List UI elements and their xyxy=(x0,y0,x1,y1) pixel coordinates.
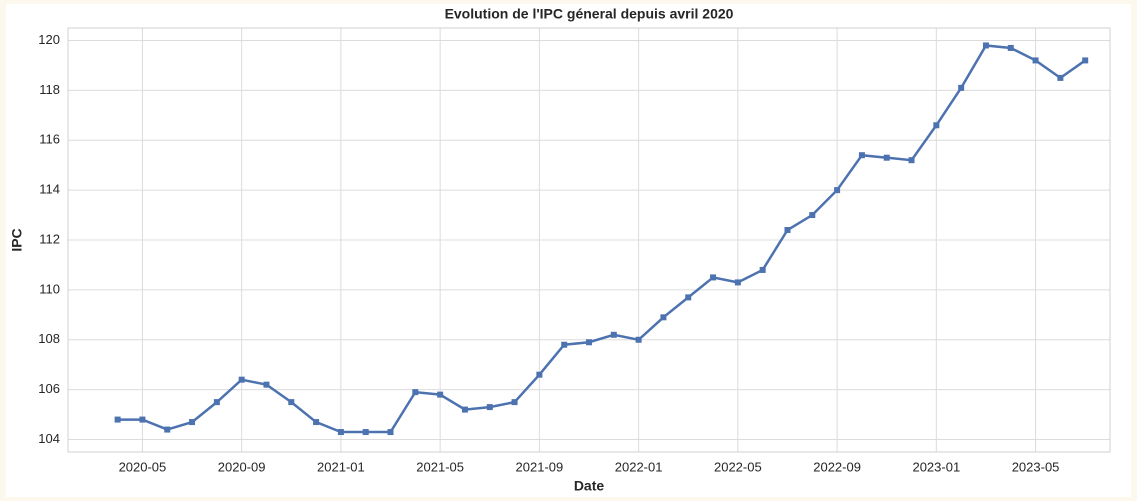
marker xyxy=(759,266,766,273)
line xyxy=(117,44,1086,434)
x-axis-label: Date xyxy=(574,478,605,494)
y-tick-label: 110 xyxy=(39,281,60,296)
marker xyxy=(734,279,741,286)
y-tick-label: 112 xyxy=(39,231,60,246)
y-tick-label: 108 xyxy=(38,331,60,346)
x-tick-label: 2021-05 xyxy=(416,459,464,474)
y-tick-label: 104 xyxy=(38,431,60,446)
marker xyxy=(809,212,816,219)
y-tick-label: 120 xyxy=(38,32,60,47)
marker xyxy=(511,399,518,406)
marker xyxy=(1057,74,1064,81)
x-tick-label: 2020-09 xyxy=(218,459,266,474)
x-tick-label: 2023-05 xyxy=(1012,459,1060,474)
background xyxy=(6,4,1131,497)
x-tick-label: 2021-01 xyxy=(317,459,365,474)
chart-title: Evolution de l'IPC géneral depuis avril … xyxy=(445,6,734,22)
marker xyxy=(412,389,419,396)
marker xyxy=(858,152,865,159)
marker xyxy=(288,399,295,406)
marker xyxy=(834,187,841,194)
marker xyxy=(461,406,468,413)
y-tick-label: 116 xyxy=(39,132,60,147)
marker xyxy=(486,404,493,411)
x-tick-label: 2022-05 xyxy=(714,459,762,474)
marker xyxy=(610,331,617,338)
marker xyxy=(313,419,320,426)
marker xyxy=(1007,44,1014,51)
marker xyxy=(1082,57,1089,64)
marker xyxy=(164,426,171,433)
marker xyxy=(883,154,890,161)
x-tick-label: 2022-09 xyxy=(813,459,861,474)
marker xyxy=(635,336,642,343)
marker xyxy=(139,416,146,423)
y-tick-label: 106 xyxy=(38,381,60,396)
marker xyxy=(189,419,196,426)
marker xyxy=(561,341,568,348)
marker xyxy=(958,84,965,91)
marker xyxy=(437,391,444,398)
x-tick-label: 2021-09 xyxy=(516,459,564,474)
marker xyxy=(337,429,344,436)
marker xyxy=(908,157,915,164)
x-tick-label: 2023-01 xyxy=(912,459,960,474)
marker xyxy=(536,371,543,378)
marker xyxy=(586,339,592,346)
marker xyxy=(784,227,791,234)
y-tick-label: 114 xyxy=(39,182,60,197)
marker xyxy=(710,274,717,281)
x-tick-label: 2022-01 xyxy=(615,459,663,474)
plot-frame xyxy=(67,27,1111,453)
marker xyxy=(114,416,121,423)
marker xyxy=(362,429,369,436)
y-axis-label: IPC xyxy=(9,228,25,251)
marker xyxy=(1032,57,1039,64)
x-tick-label: 2020-05 xyxy=(119,459,167,474)
marker xyxy=(982,42,989,49)
marker xyxy=(387,429,394,436)
marker xyxy=(660,314,667,321)
marker xyxy=(213,399,220,406)
marker xyxy=(263,381,270,388)
marker xyxy=(933,122,940,129)
marker xyxy=(685,294,692,301)
marker xyxy=(238,376,245,383)
y-tick-label: 118 xyxy=(39,82,60,97)
